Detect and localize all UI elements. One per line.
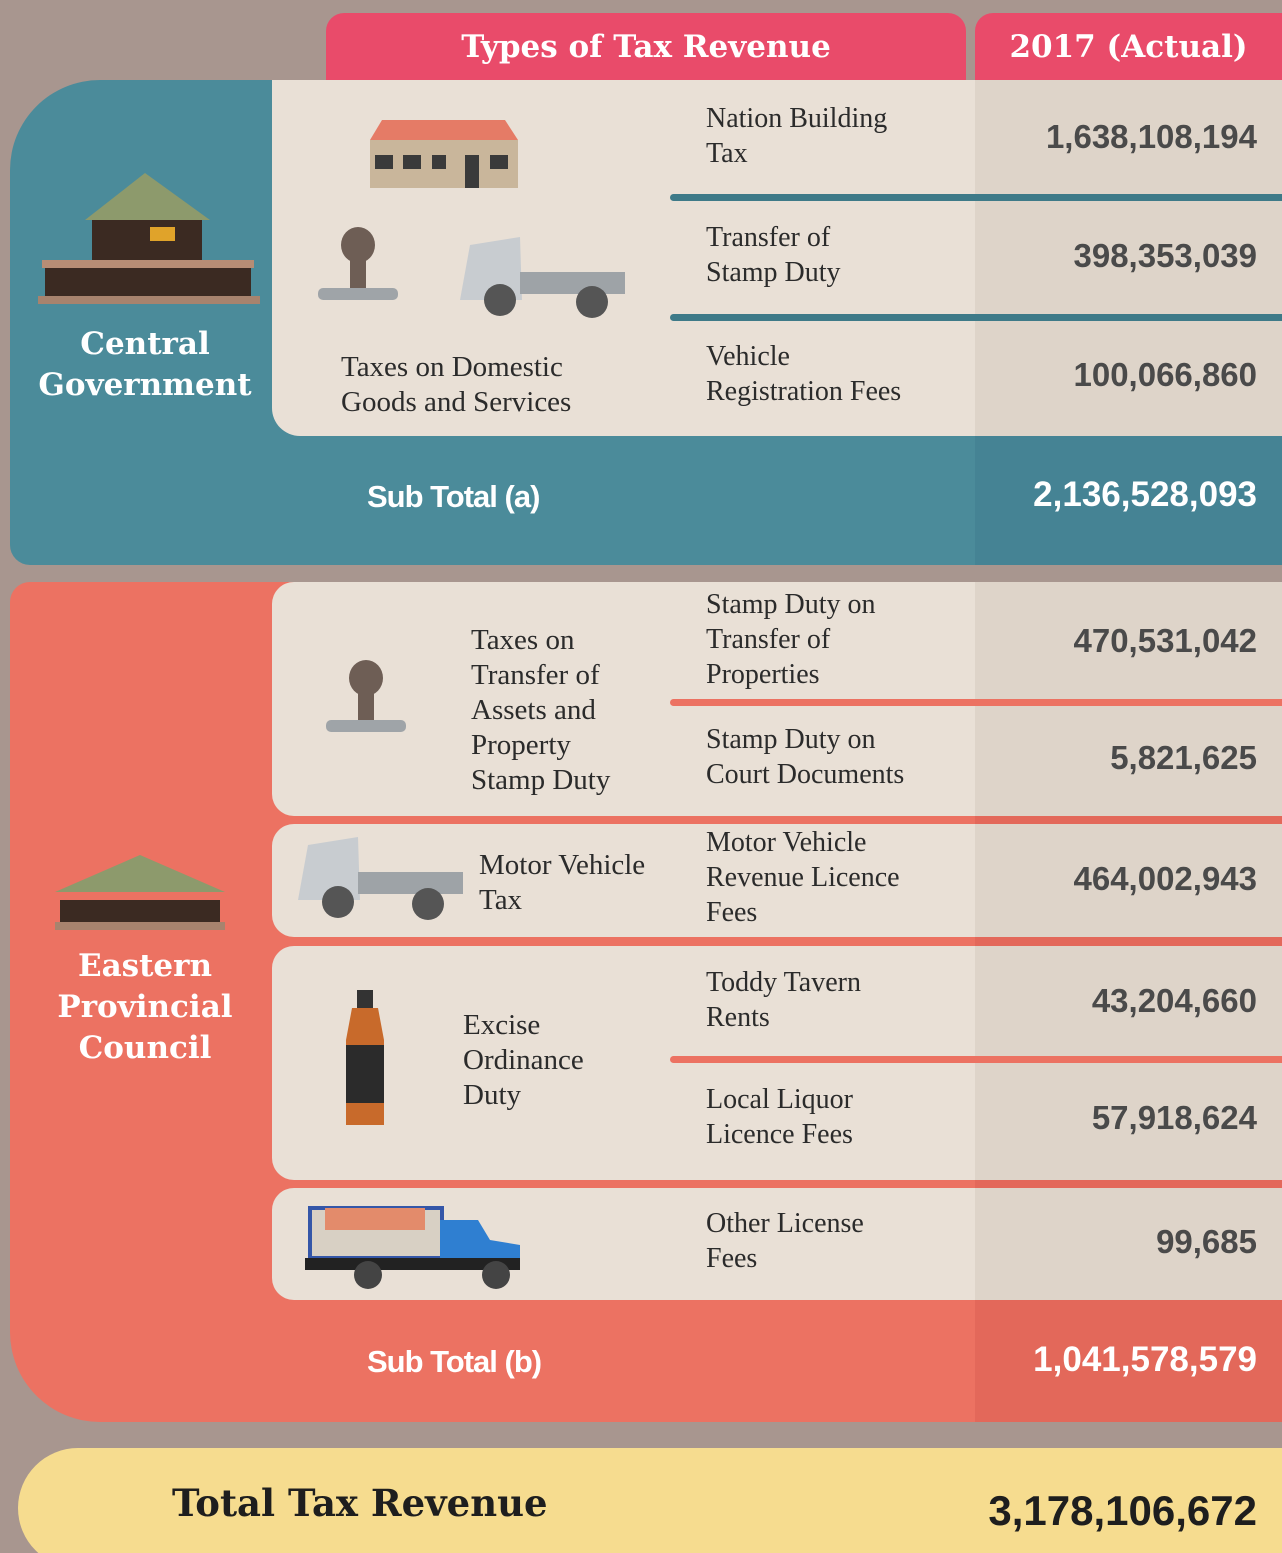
bottle-icon: [346, 990, 384, 1125]
truck-icon: [298, 237, 625, 920]
infographic: Types of Tax Revenue 2017 (Actual) Centr…: [0, 0, 1282, 1553]
house-icon: [370, 120, 518, 188]
lorry-icon: [305, 1208, 520, 1289]
building-icon: [55, 855, 225, 930]
icons: [0, 0, 1282, 1553]
stamp-icon: [318, 227, 406, 732]
parliament-icon: [38, 173, 260, 304]
